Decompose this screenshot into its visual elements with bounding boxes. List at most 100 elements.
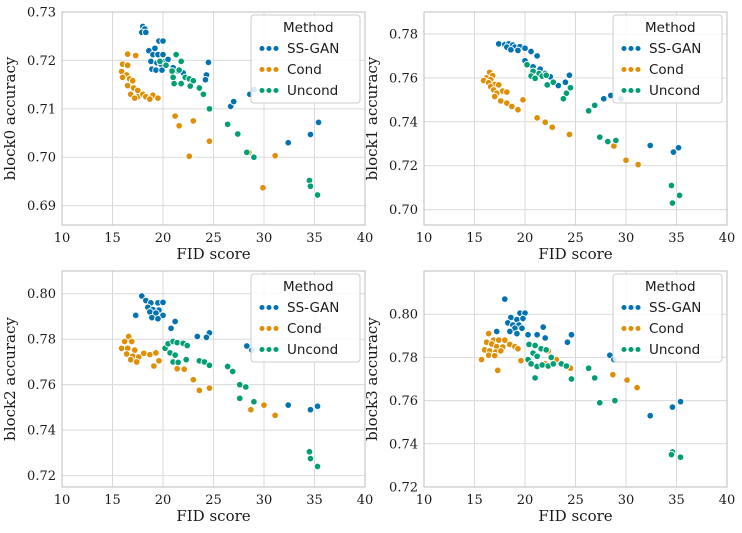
data-point — [173, 365, 181, 373]
data-point — [595, 399, 604, 407]
legend-marker — [634, 325, 642, 332]
data-point — [284, 138, 292, 147]
data-point — [306, 130, 315, 139]
y-tick-label: 0.74 — [389, 437, 418, 452]
data-point — [669, 148, 678, 156]
legend: Method SS-GAN Cond Uncond — [612, 273, 723, 363]
y-tick-label: 0.76 — [389, 394, 418, 409]
data-point — [123, 61, 132, 70]
data-point — [527, 47, 535, 56]
subplot-0: 10 15 20 25 30 35 40 0.69 0.70 0.71 0.72 0.73 FID sc… — [1, 6, 373, 264]
y-tick-label: 0.80 — [389, 308, 418, 323]
legend-label: Cond — [649, 62, 684, 78]
data-point — [271, 411, 279, 420]
y-tick-label: 0.70 — [27, 151, 56, 166]
data-point — [549, 360, 558, 368]
y-tick-label: 0.78 — [389, 351, 418, 366]
y-tick-label: 0.70 — [389, 203, 418, 218]
data-point — [539, 323, 547, 331]
data-point — [675, 191, 684, 200]
data-point — [497, 97, 505, 105]
legend-label: SS-GAN — [287, 41, 339, 57]
x-tick-label: 25 — [567, 231, 584, 246]
series-uncond — [156, 50, 322, 199]
x-axis-label: FID score — [538, 507, 612, 525]
data-point — [531, 374, 539, 382]
data-point — [250, 153, 258, 161]
x-tick-label: 40 — [719, 231, 736, 246]
data-point — [167, 324, 175, 333]
legend-marker — [627, 45, 635, 52]
data-point — [154, 94, 162, 102]
data-point — [169, 73, 177, 82]
data-point — [531, 341, 539, 350]
data-point — [519, 96, 527, 104]
data-point — [501, 295, 509, 303]
x-tick-label: 10 — [54, 493, 71, 508]
data-point — [513, 329, 521, 338]
data-point — [152, 66, 160, 74]
series-cond — [117, 50, 279, 192]
subplot-3: 10 15 20 25 30 35 40 0.72 0.74 0.76 0.78 0.80 FID sc… — [363, 270, 735, 525]
series-ss-gan — [494, 40, 683, 156]
data-point — [633, 383, 641, 392]
legend-marker — [258, 346, 266, 353]
data-point — [131, 311, 140, 320]
data-point — [313, 402, 322, 411]
data-point — [567, 330, 576, 339]
x-tick-label: 25 — [567, 493, 584, 508]
data-point — [189, 375, 198, 384]
data-point — [195, 84, 204, 92]
data-point — [314, 118, 323, 127]
data-point — [533, 52, 541, 60]
data-point — [180, 365, 188, 373]
y-tick-label: 0.73 — [27, 6, 56, 21]
data-point — [199, 90, 208, 99]
data-point — [130, 94, 139, 102]
legend-marker — [265, 346, 273, 353]
x-tick-label: 15 — [466, 493, 483, 508]
data-point — [674, 143, 683, 152]
legend-box — [612, 273, 723, 363]
legend-marker — [272, 346, 280, 353]
data-point — [549, 78, 558, 87]
data-point — [130, 346, 139, 354]
data-point — [156, 57, 164, 66]
data-point — [541, 334, 549, 342]
legend-box — [612, 14, 723, 104]
data-point — [204, 58, 213, 67]
y-axis-label: block0 accuracy — [1, 56, 19, 180]
data-point — [171, 351, 179, 359]
data-point — [609, 370, 617, 379]
data-point — [120, 337, 129, 346]
data-point — [236, 394, 244, 403]
x-tick-label: 30 — [618, 493, 635, 508]
data-point — [547, 353, 556, 362]
data-point — [236, 380, 244, 389]
x-tick-label: 25 — [205, 231, 222, 246]
legend-label: Cond — [649, 321, 684, 337]
data-point — [195, 386, 204, 395]
data-point — [541, 118, 549, 126]
data-point — [559, 94, 568, 103]
x-tick-label: 25 — [205, 493, 222, 508]
data-point — [604, 137, 612, 146]
data-point — [159, 37, 167, 45]
data-point — [205, 105, 214, 113]
data-point — [132, 358, 141, 366]
legend-box — [250, 14, 361, 104]
x-tick-label: 20 — [517, 493, 534, 508]
legend-marker — [620, 346, 628, 353]
data-point — [142, 28, 150, 37]
data-point — [146, 95, 154, 103]
series-uncond — [523, 60, 684, 207]
data-point — [533, 114, 541, 122]
x-tick-label: 35 — [306, 231, 323, 246]
data-point — [507, 46, 515, 54]
legend-label: SS-GAN — [649, 300, 701, 316]
data-point — [186, 82, 195, 90]
data-point — [175, 122, 183, 130]
data-point — [612, 136, 620, 145]
legend-marker — [620, 304, 628, 311]
